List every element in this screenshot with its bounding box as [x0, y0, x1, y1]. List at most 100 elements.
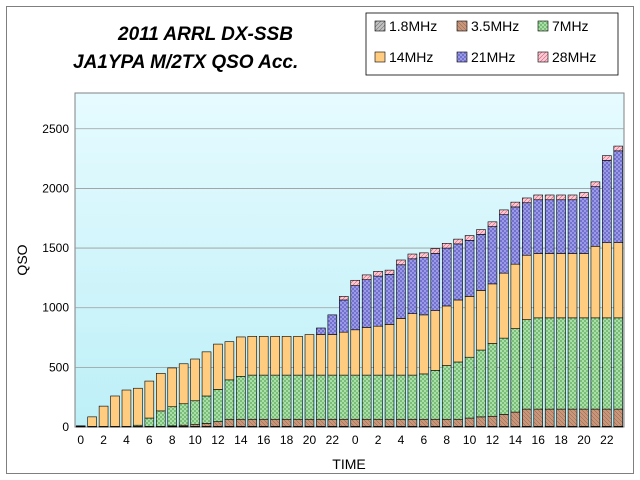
- bar-segment: [522, 202, 532, 256]
- bar-segment: [464, 296, 475, 358]
- bar-segment: [464, 356, 475, 419]
- x-tick-label: 12: [211, 433, 225, 447]
- x-tick-label: 12: [486, 433, 500, 447]
- bar-segment: [373, 275, 383, 327]
- bar-segment: [384, 269, 395, 275]
- bar-segment: [567, 194, 578, 201]
- bar-segment: [327, 418, 338, 427]
- bar-segment: [236, 336, 246, 377]
- x-tick-label: 2: [100, 433, 107, 447]
- x-tick-label: 2: [375, 433, 382, 447]
- x-tick-label: 0: [77, 433, 84, 447]
- x-tick-label: 0: [352, 433, 359, 447]
- bar-segment: [613, 317, 624, 410]
- bar-segment: [361, 374, 372, 420]
- bar-segment: [476, 349, 486, 418]
- legend-label: 1.8MHz: [389, 18, 437, 34]
- bar-segment: [236, 418, 246, 427]
- bar-segment: [464, 240, 475, 297]
- bar-segment: [339, 296, 349, 301]
- bar-segment: [430, 253, 441, 312]
- bar-segment: [110, 395, 120, 427]
- bar-segment: [510, 263, 521, 329]
- bar-segment: [384, 374, 395, 420]
- bar-segment: [190, 400, 200, 425]
- bar-segment: [430, 310, 441, 371]
- x-tick-label: 14: [509, 433, 523, 447]
- bar-segment: [544, 194, 555, 201]
- bar-segment: [602, 242, 612, 319]
- bar-segment: [304, 374, 315, 420]
- bar-segment: [476, 290, 486, 351]
- bar-segment: [441, 418, 452, 427]
- bar-segment: [247, 336, 258, 376]
- bar-segment: [339, 299, 349, 333]
- bar-segment: [602, 160, 612, 244]
- bar-segment: [224, 418, 235, 427]
- bar-segment: [453, 243, 463, 301]
- bar-segment: [613, 242, 624, 319]
- bar-segment: [293, 374, 303, 420]
- bar-segment: [316, 418, 326, 427]
- y-tick-label: 2500: [42, 122, 69, 136]
- x-tick-label: 4: [123, 433, 130, 447]
- bar-segment: [522, 254, 532, 320]
- bar-segment: [499, 272, 509, 339]
- y-tick-label: 1500: [42, 241, 69, 255]
- bar-segment: [487, 343, 498, 417]
- bar-segment: [602, 317, 612, 410]
- bar-segment: [510, 206, 521, 265]
- bar-segment: [441, 305, 452, 366]
- bar-segment: [487, 415, 498, 427]
- bar-segment: [419, 314, 429, 375]
- bar-segment: [487, 283, 498, 344]
- bar-segment: [613, 408, 624, 427]
- bar-segment: [327, 334, 338, 376]
- plot-area: [74, 92, 625, 428]
- bar-segment: [373, 271, 383, 277]
- bar-segment: [258, 418, 269, 427]
- chart-frame: 2011 ARRL DX-SSB JA1YPA M/2TX QSO Acc. 1…: [6, 6, 634, 474]
- x-tick-label: 16: [257, 433, 271, 447]
- bar-segment: [304, 334, 315, 376]
- y-tick-label: 500: [49, 360, 69, 374]
- bar-segment: [419, 252, 429, 258]
- bar-segment: [133, 387, 143, 426]
- bar-segment: [579, 408, 589, 427]
- bar-segment: [327, 314, 338, 335]
- bar-segment: [419, 373, 429, 420]
- bar-segment: [316, 334, 326, 376]
- bar-segment: [499, 214, 509, 274]
- bar-segment: [339, 331, 349, 376]
- bar-segment: [178, 363, 189, 405]
- legend-swatch: [537, 20, 549, 32]
- bar-segment: [499, 337, 509, 415]
- bar-segment: [293, 336, 303, 376]
- legend-box: [365, 12, 619, 76]
- bar-segment: [407, 313, 418, 376]
- bar-segment: [396, 418, 406, 427]
- bar-segment: [533, 199, 543, 254]
- bar-segment: [533, 253, 543, 319]
- bar-segment: [464, 235, 475, 241]
- bar-segment: [556, 253, 566, 319]
- bar-segment: [361, 327, 372, 376]
- bar-segment: [178, 403, 189, 426]
- bar-segment: [522, 319, 532, 410]
- bar-segment: [590, 408, 601, 427]
- bar-segment: [396, 318, 406, 376]
- bar-segment: [270, 418, 280, 427]
- bar-segment: [350, 374, 360, 420]
- bar-segment: [396, 374, 406, 420]
- bar-segment: [167, 367, 177, 408]
- bar-segment: [281, 336, 292, 376]
- x-tick-label: 10: [463, 433, 477, 447]
- bar-segment: [430, 418, 441, 427]
- bar-segment: [567, 199, 578, 254]
- bar-segment: [441, 365, 452, 420]
- chart-title-line2: JA1YPA M/2TX QSO Acc.: [73, 52, 298, 73]
- bar-segment: [407, 374, 418, 420]
- bar-segment: [98, 405, 109, 427]
- y-tick-label: 1000: [42, 301, 69, 315]
- bar-segment: [361, 279, 372, 328]
